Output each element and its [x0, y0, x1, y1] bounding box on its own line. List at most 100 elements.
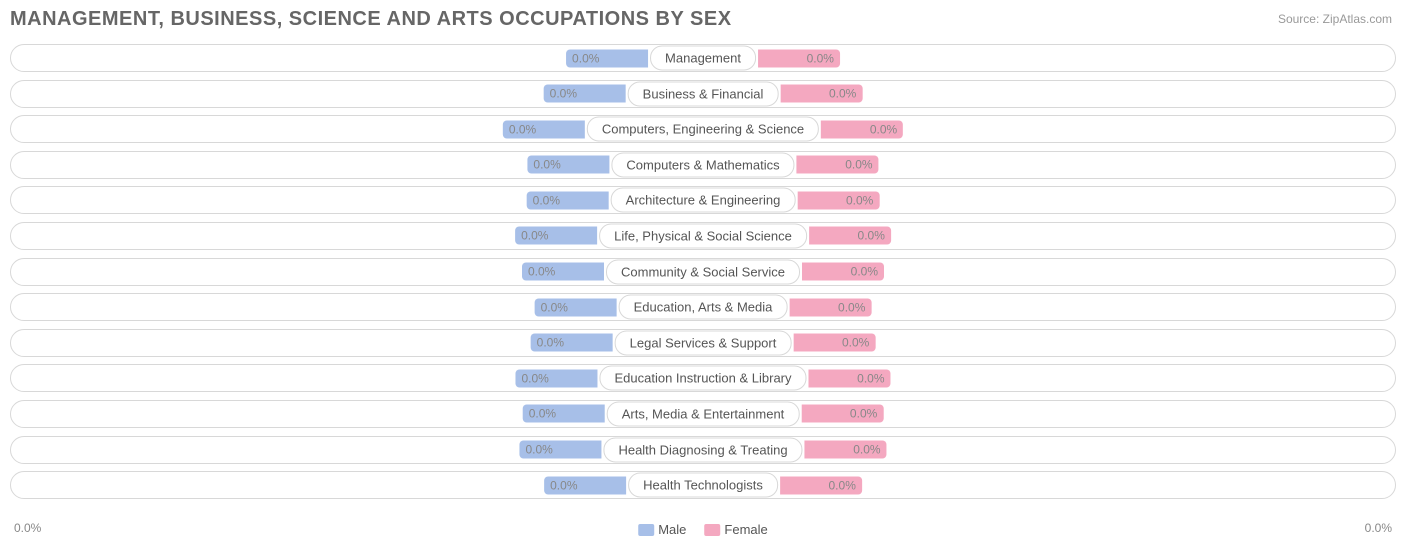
category-label: Health Diagnosing & Treating	[603, 437, 802, 462]
female-pct-label: 0.0%	[851, 371, 890, 385]
female-bar: 0.0%	[805, 441, 887, 459]
female-pct-label: 0.0%	[839, 158, 878, 172]
row-center-wrap: 0.0% Architecture & Engineering 0.0%	[527, 188, 880, 213]
male-bar: 0.0%	[527, 156, 609, 174]
chart-title: MANAGEMENT, BUSINESS, SCIENCE AND ARTS O…	[10, 8, 732, 31]
male-pct-label: 0.0%	[523, 407, 562, 421]
row-center-wrap: 0.0% Management 0.0%	[566, 46, 840, 71]
axis-tick-left: 0.0%	[14, 521, 41, 535]
category-label: Management	[650, 46, 756, 71]
chart-area: 0.0% Management 0.0% 0.0% Business & Financi…	[10, 44, 1396, 515]
female-bar: 0.0%	[758, 49, 840, 67]
chart-row: 0.0% Management 0.0%	[10, 44, 1396, 72]
row-center-wrap: 0.0%Education, Arts & Media0.0%	[535, 295, 872, 320]
male-bar: 0.0%	[515, 227, 597, 245]
row-center-wrap: 0.0% Health Diagnosing & Treating 0.0%	[519, 437, 886, 462]
axis-tick-right: 0.0%	[1365, 521, 1392, 535]
legend-female-label: Female	[724, 522, 767, 537]
chart-row: 0.0% Community & Social Service 0.0%	[10, 258, 1396, 286]
chart-row: 0.0% Architecture & Engineering 0.0%	[10, 186, 1396, 214]
chart-row: 0.0% Computers & Mathematics 0.0%	[10, 151, 1396, 179]
male-pct-label: 0.0%	[544, 87, 583, 101]
legend-female-swatch	[704, 524, 720, 536]
category-label: Business & Financial	[628, 81, 779, 106]
female-bar: 0.0%	[801, 405, 883, 423]
legend-male-swatch	[638, 524, 654, 536]
chart-row: 0.0% Education Instruction & Library 0.0%	[10, 364, 1396, 392]
male-pct-label: 0.0%	[527, 193, 566, 207]
female-bar: 0.0%	[797, 156, 879, 174]
male-pct-label: 0.0%	[503, 122, 542, 136]
female-pct-label: 0.0%	[844, 407, 883, 421]
male-pct-label: 0.0%	[527, 158, 566, 172]
row-center-wrap: 0.0% Arts, Media & Entertainment 0.0%	[523, 401, 884, 426]
male-bar: 0.0%	[544, 85, 626, 103]
legend: Male Female	[638, 522, 768, 537]
chart-row: 0.0% Arts, Media & Entertainment 0.0%	[10, 400, 1396, 428]
row-center-wrap: 0.0% Education Instruction & Library 0.0%	[515, 366, 890, 391]
male-pct-label: 0.0%	[515, 371, 554, 385]
chart-row: 0.0% Computers, Engineering & Science 0.0%	[10, 115, 1396, 143]
male-pct-label: 0.0%	[519, 443, 558, 457]
category-label: Health Technologists	[628, 473, 778, 498]
category-label: Education, Arts & Media	[619, 295, 788, 320]
row-center-wrap: 0.0% Business & Financial 0.0%	[544, 81, 863, 106]
female-bar: 0.0%	[793, 334, 875, 352]
chart-row: 0.0% Life, Physical & Social Science 0.0%	[10, 222, 1396, 250]
category-label: Computers, Engineering & Science	[587, 117, 819, 142]
row-center-wrap: 0.0% Computers & Mathematics 0.0%	[527, 152, 878, 177]
chart-row: 0.0%Legal Services & Support0.0%	[10, 329, 1396, 357]
female-pct-label: 0.0%	[847, 443, 886, 457]
female-pct-label: 0.0%	[836, 336, 875, 350]
category-label: Architecture & Engineering	[611, 188, 796, 213]
male-bar: 0.0%	[515, 369, 597, 387]
category-label: Community & Social Service	[606, 259, 800, 284]
category-label: Life, Physical & Social Science	[599, 223, 807, 248]
male-pct-label: 0.0%	[544, 478, 583, 492]
female-bar: 0.0%	[780, 85, 862, 103]
female-bar: 0.0%	[821, 120, 903, 138]
category-label: Education Instruction & Library	[599, 366, 806, 391]
row-center-wrap: 0.0% Community & Social Service 0.0%	[522, 259, 884, 284]
male-pct-label: 0.0%	[522, 265, 561, 279]
category-label: Computers & Mathematics	[611, 152, 794, 177]
female-pct-label: 0.0%	[823, 478, 862, 492]
male-bar: 0.0%	[523, 405, 605, 423]
male-pct-label: 0.0%	[531, 336, 570, 350]
female-bar: 0.0%	[780, 476, 862, 494]
category-label: Arts, Media & Entertainment	[607, 401, 800, 426]
male-bar: 0.0%	[544, 476, 626, 494]
male-bar: 0.0%	[519, 441, 601, 459]
female-pct-label: 0.0%	[832, 300, 871, 314]
female-bar: 0.0%	[809, 369, 891, 387]
source-attribution: Source: ZipAtlas.com	[1278, 12, 1392, 26]
female-pct-label: 0.0%	[823, 87, 862, 101]
female-pct-label: 0.0%	[852, 229, 891, 243]
male-bar: 0.0%	[531, 334, 613, 352]
male-bar: 0.0%	[566, 49, 648, 67]
row-center-wrap: 0.0%Legal Services & Support0.0%	[531, 330, 876, 355]
female-pct-label: 0.0%	[864, 122, 903, 136]
chart-row: 0.0% Health Diagnosing & Treating 0.0%	[10, 436, 1396, 464]
legend-male-label: Male	[658, 522, 686, 537]
female-bar: 0.0%	[809, 227, 891, 245]
female-pct-label: 0.0%	[845, 265, 884, 279]
chart-row: 0.0%Education, Arts & Media0.0%	[10, 293, 1396, 321]
legend-female: Female	[704, 522, 767, 537]
row-center-wrap: 0.0% Life, Physical & Social Science 0.0%	[515, 223, 891, 248]
male-bar: 0.0%	[535, 298, 617, 316]
female-bar: 0.0%	[797, 191, 879, 209]
row-center-wrap: 0.0% Computers, Engineering & Science 0.0%	[503, 117, 903, 142]
female-pct-label: 0.0%	[840, 193, 879, 207]
row-center-wrap: 0.0% Health Technologists 0.0%	[544, 473, 862, 498]
male-bar: 0.0%	[503, 120, 585, 138]
male-bar: 0.0%	[527, 191, 609, 209]
chart-row: 0.0% Health Technologists 0.0%	[10, 471, 1396, 499]
female-pct-label: 0.0%	[801, 51, 840, 65]
female-bar: 0.0%	[789, 298, 871, 316]
chart-row: 0.0% Business & Financial 0.0%	[10, 80, 1396, 108]
male-pct-label: 0.0%	[566, 51, 605, 65]
female-bar: 0.0%	[802, 263, 884, 281]
male-pct-label: 0.0%	[515, 229, 554, 243]
male-bar: 0.0%	[522, 263, 604, 281]
